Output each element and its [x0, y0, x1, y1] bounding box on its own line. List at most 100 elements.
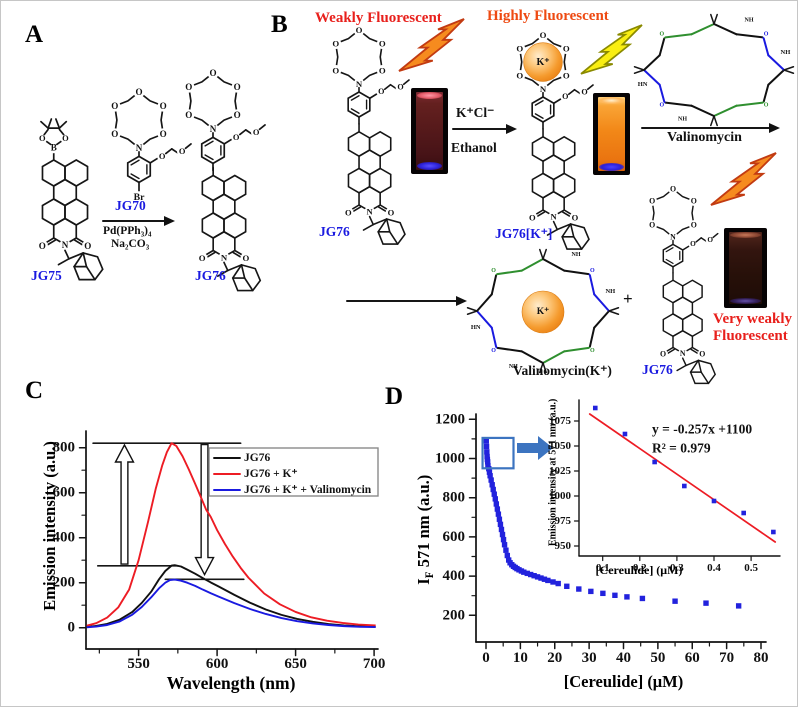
atom-bg [231, 81, 243, 93]
fit-r-squared: R² = 0.979 [652, 441, 711, 456]
atom-label-O: O [397, 83, 403, 92]
atom-bg [668, 184, 678, 194]
line-shape [690, 348, 699, 354]
line-shape [535, 209, 544, 216]
data-point [491, 491, 497, 497]
panel-b-letter: B [271, 11, 288, 38]
atom-label-O: O [62, 133, 69, 143]
line-shape [713, 13, 718, 25]
atom-label-O: O [185, 82, 192, 92]
line-shape [608, 310, 620, 315]
atom-bg [658, 30, 666, 39]
x-tick-label: 50 [650, 650, 665, 666]
data-point [639, 595, 646, 602]
y-tick-label: 800 [443, 490, 466, 506]
atom-bg [132, 191, 146, 204]
line-shape [783, 66, 795, 71]
line-shape [735, 33, 765, 39]
atom-bg [489, 347, 498, 355]
atom-label-O: O [562, 92, 568, 101]
atom-bg [658, 101, 666, 110]
zoom-region-box [481, 436, 515, 470]
line-shape [633, 69, 645, 74]
atom-label-O: O [590, 348, 595, 354]
atom-label-O: O [529, 212, 536, 222]
atom-label-O: O [111, 129, 118, 139]
polygon-shape [456, 296, 467, 306]
atom-bg [60, 132, 71, 144]
cuvette-photo-highly-fluorescent [593, 93, 630, 175]
atom-label-O: O [159, 151, 166, 161]
line-shape [58, 120, 68, 129]
line-shape [149, 157, 160, 164]
kcl-ethanol-arrow [452, 124, 517, 134]
valinomycin-arrow [641, 123, 780, 133]
line-shape [40, 120, 49, 129]
atom-label-O: O [764, 31, 769, 37]
line-shape [710, 115, 715, 127]
data-point [564, 583, 570, 589]
atom-label-O: O [84, 241, 91, 251]
data-point [483, 438, 489, 444]
inset-data-point [652, 459, 657, 465]
line-shape [676, 364, 687, 372]
inset-x-tick-label: 0.5 [744, 562, 758, 574]
line-shape [681, 244, 691, 251]
line-shape [539, 248, 544, 260]
line-shape [561, 211, 571, 218]
atom-bg [353, 24, 365, 36]
atom-label-O: O [111, 101, 118, 111]
atom-label-O: O [379, 39, 386, 49]
atom-bg [59, 239, 71, 251]
line-shape [238, 129, 247, 136]
line-shape [204, 154, 214, 161]
atom-label-O: O [649, 221, 655, 230]
atom-bg [548, 211, 559, 223]
atom-label-B: B [51, 143, 57, 153]
line-shape [75, 237, 85, 244]
data-point [499, 531, 506, 538]
x-tick-label: 550 [127, 656, 150, 672]
line-shape [588, 273, 596, 296]
line-shape [783, 69, 795, 74]
inset-data-point [711, 498, 717, 504]
data-point [576, 586, 582, 592]
data-point [493, 501, 500, 507]
atom-label-K: K⁺ [537, 307, 549, 317]
data-point [612, 592, 618, 599]
legend-label: JG76 + K⁺ + Valinomycin [244, 484, 372, 496]
line-shape [700, 371, 710, 385]
atom-label-O: O [356, 25, 363, 35]
cereulide-titration-chart: 0 10 20 30 40 50 60 70 80 200 400 600 800 1000 1200 0.1… [435, 399, 781, 666]
decomplexation-arrow [346, 296, 467, 306]
atom-label-O: O [491, 268, 496, 274]
line-shape [234, 249, 243, 256]
x-tick-label: 0 [482, 650, 490, 666]
data-point [487, 473, 493, 479]
line-shape [767, 54, 785, 71]
line-shape [697, 359, 702, 373]
atom-label-N: N [210, 124, 217, 134]
chart-d-yaxis-label-pre: I [413, 578, 433, 585]
label-jg75: JG75 [31, 268, 62, 283]
atom-bg [560, 43, 572, 54]
line-shape [244, 129, 253, 135]
atom-label-O: O [516, 70, 523, 80]
data-point [485, 462, 491, 469]
inset-data-point [682, 483, 687, 489]
atom-label-O: O [345, 207, 352, 217]
data-point [486, 469, 493, 475]
line-shape [216, 269, 229, 277]
inset-xaxis-label: [Cereulide] (μM) [595, 563, 683, 577]
data-point [490, 486, 496, 493]
series-line [86, 578, 376, 629]
line-shape [466, 310, 478, 315]
line-shape [58, 128, 65, 136]
label-catalyst: Pd(PPh₃)₄ [103, 225, 152, 237]
data-point [497, 521, 504, 528]
data-point [538, 575, 544, 581]
line-shape [658, 83, 666, 104]
line-shape [73, 239, 84, 246]
panel-d-letter: D [385, 383, 404, 410]
